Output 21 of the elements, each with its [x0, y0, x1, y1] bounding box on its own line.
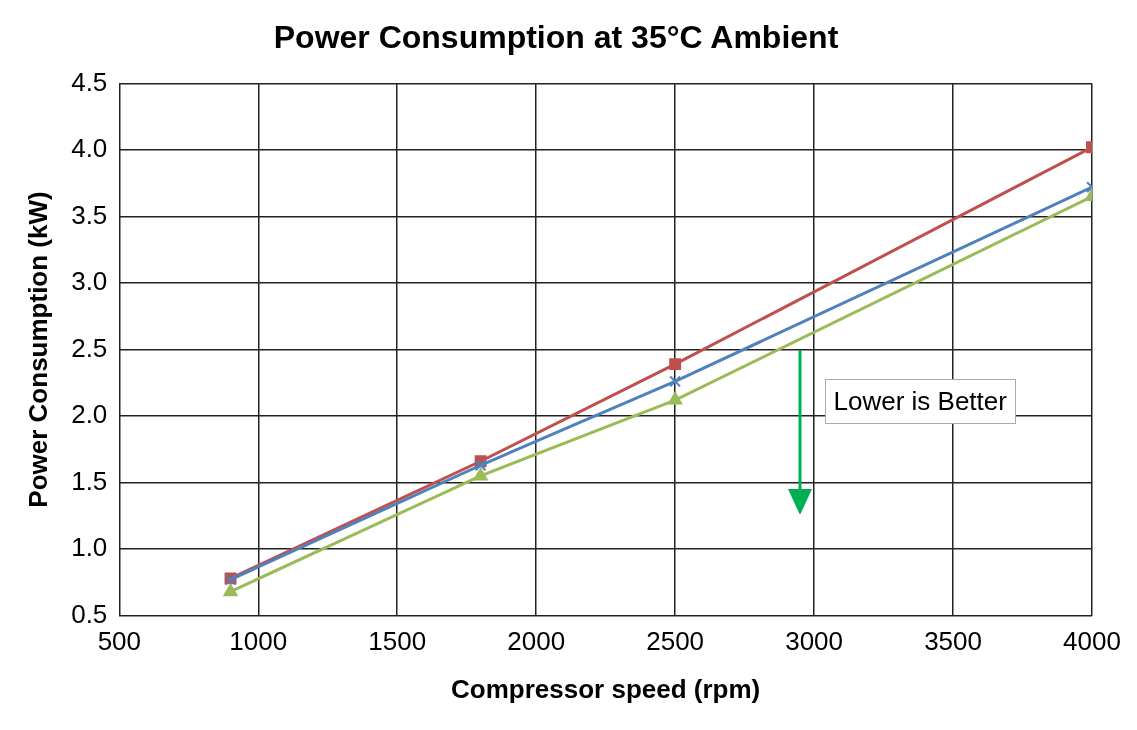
x-tick-label: 500 — [97, 626, 142, 657]
x-tick-label: 2500 — [646, 626, 705, 657]
x-tick-label: 3000 — [785, 626, 844, 657]
y-tick-label: 1.0 — [71, 532, 108, 563]
y-tick-label: 3.0 — [71, 266, 108, 297]
y-tick-label: 1.5 — [71, 465, 108, 496]
x-axis-title: Compressor speed (rpm) — [451, 673, 761, 704]
y-axis-title: Power Consumption (kW) — [22, 191, 53, 508]
y-tick-label: 4.5 — [71, 66, 108, 97]
y-tick-label: 4.0 — [71, 133, 108, 164]
x-tick-label: 1000 — [229, 626, 288, 657]
x-tick-label: 4000 — [1063, 626, 1121, 657]
y-tick-label: 3.5 — [71, 199, 108, 230]
x-tick-label: 2000 — [507, 626, 566, 657]
chart-title: Power Consumption at 35°C Ambient — [273, 19, 839, 56]
y-tick-label: 2.5 — [71, 332, 108, 363]
y-tick-label: 0.5 — [71, 598, 108, 629]
x-tick-label: 3500 — [924, 626, 982, 657]
y-tick-label: 2.0 — [71, 399, 108, 430]
x-tick-label: 1500 — [368, 626, 427, 657]
annotation: Lower is Better — [824, 378, 1016, 424]
